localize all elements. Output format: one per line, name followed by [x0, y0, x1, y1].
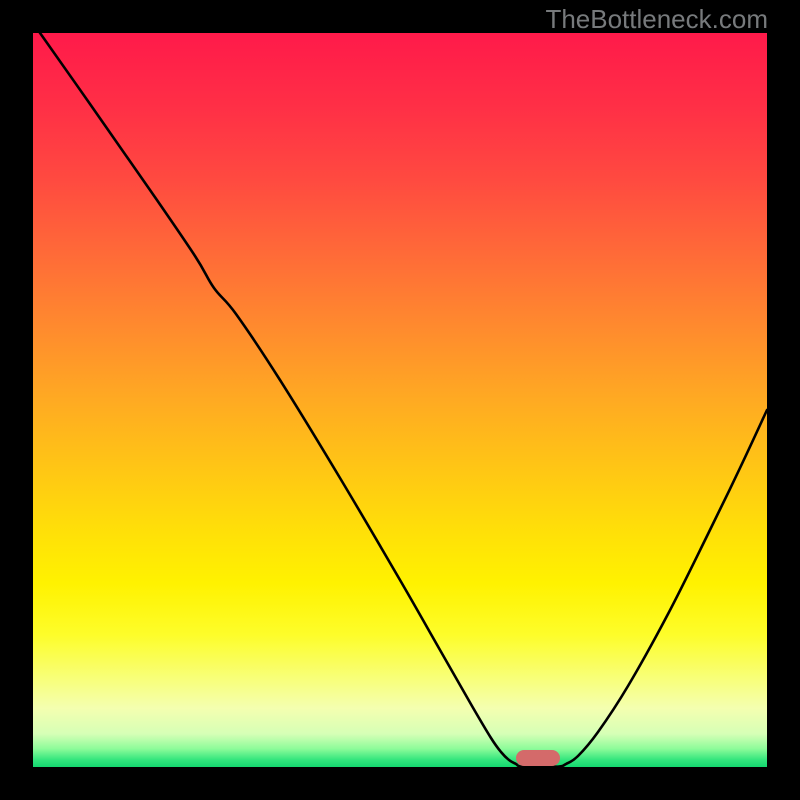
optimum-marker	[516, 750, 560, 766]
curve-layer	[0, 0, 800, 800]
chart-frame: TheBottleneck.com	[0, 0, 800, 800]
bottleneck-curve	[33, 23, 767, 767]
watermark-text: TheBottleneck.com	[545, 4, 768, 35]
